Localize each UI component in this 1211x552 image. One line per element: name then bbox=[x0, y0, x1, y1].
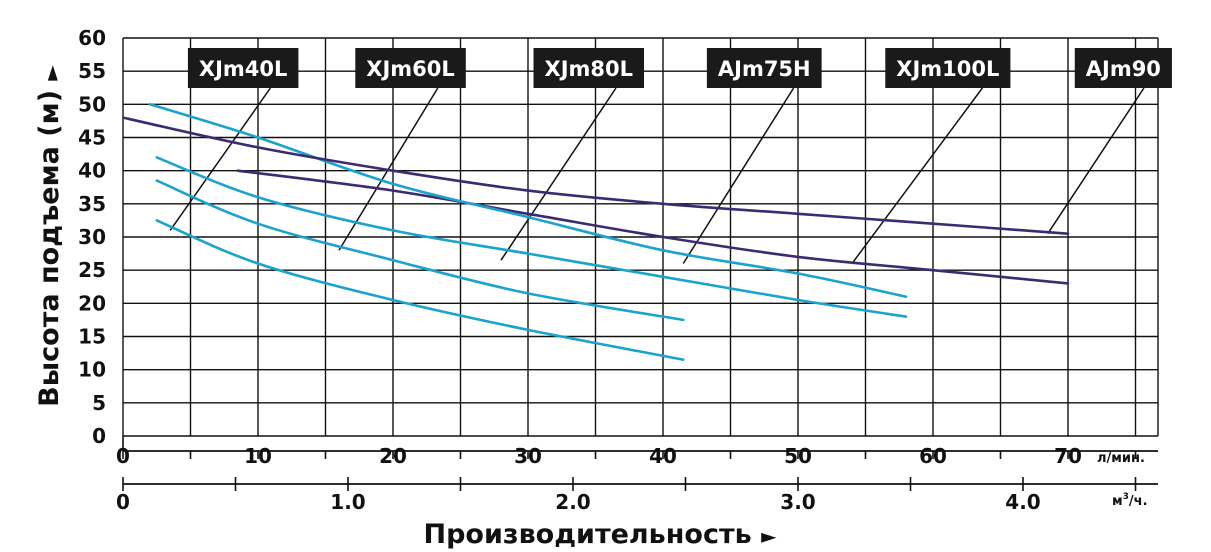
model-label-xjm100l: XJm100L bbox=[896, 57, 999, 81]
x-tick-label-cubic: 4.0 bbox=[1005, 490, 1040, 514]
pointer-line-xjm80l bbox=[500, 87, 617, 261]
x-tick-label-liters: 70 bbox=[1054, 444, 1082, 468]
curve-ajm90 bbox=[123, 116, 1070, 235]
model-label-ajm90: AJm90 bbox=[1086, 57, 1161, 81]
x-tick-label-liters: 40 bbox=[649, 444, 677, 468]
model-label-box bbox=[533, 48, 644, 88]
x-axis-liters-per-minute: 0 10 20 30 40 50 60 70 л/мин. bbox=[116, 436, 1158, 468]
model-label-xjm40l: XJm40L bbox=[199, 57, 288, 81]
model-label-ajm75h: AJm75H bbox=[718, 57, 811, 81]
x-tick-label-liters: 50 bbox=[784, 444, 812, 468]
x-axis-unit-cubic: м3/ч. bbox=[1112, 492, 1148, 509]
x-tick-label-cubic: 1.0 bbox=[330, 490, 365, 514]
y-tick-label: 0 bbox=[92, 424, 106, 448]
curve-xjm100l bbox=[148, 103, 908, 298]
y-axis-title: Высота подъема (м) ► bbox=[34, 65, 65, 407]
performance-curves bbox=[123, 103, 1070, 361]
curve-xjm60l bbox=[155, 179, 685, 322]
pointer-line-ajm90 bbox=[1047, 87, 1145, 235]
x-axis-cubic-meters-per-hour: 0 1.0 2.0 3.0 4.0 м3/ч. bbox=[116, 477, 1158, 514]
curve-ajm75h bbox=[236, 169, 1070, 285]
model-label-box bbox=[1074, 48, 1172, 88]
y-tick-label: 5 bbox=[92, 391, 106, 415]
x-tick-label-liters: 60 bbox=[919, 444, 947, 468]
pointer-line-xjm40l bbox=[169, 87, 272, 231]
model-label-box bbox=[355, 48, 466, 88]
x-tick-label-liters: 10 bbox=[244, 444, 272, 468]
curve-xjm40l bbox=[155, 219, 685, 361]
curve-xjm80l bbox=[155, 156, 908, 318]
y-axis: 0 5 10 15 20 25 30 35 40 45 50 55 60 bbox=[78, 26, 106, 448]
pointer-line-xjm100l bbox=[851, 87, 984, 264]
x-tick-label-cubic: 2.0 bbox=[555, 490, 590, 514]
model-label-box bbox=[187, 48, 299, 88]
y-tick-label: 25 bbox=[78, 258, 106, 282]
x-tick-label-cubic: 3.0 bbox=[780, 490, 815, 514]
x-tick-label-cubic: 0 bbox=[116, 490, 130, 514]
y-tick-label: 55 bbox=[78, 59, 106, 83]
model-label-box bbox=[885, 48, 1011, 88]
y-tick-label: 35 bbox=[78, 192, 106, 216]
x-tick-label-liters: 30 bbox=[514, 444, 542, 468]
y-tick-label: 60 bbox=[78, 26, 106, 50]
x-axis-unit-liters: л/мин. bbox=[1097, 451, 1145, 466]
y-tick-label: 45 bbox=[78, 126, 106, 150]
model-label-box bbox=[706, 48, 822, 88]
chart-grid bbox=[122, 37, 1159, 437]
x-axis-title: Производительность ► bbox=[424, 519, 778, 550]
x-tick-label-liters: 20 bbox=[379, 444, 407, 468]
y-tick-label: 20 bbox=[78, 291, 106, 315]
y-tick-label: 50 bbox=[78, 92, 106, 116]
model-label-xjm80l: XJm80L bbox=[545, 57, 634, 81]
model-labels: XJm40L XJm60L XJm80L AJm75H XJm100L AJm90 bbox=[187, 48, 1172, 88]
x-tick-label-liters: 0 bbox=[116, 444, 130, 468]
y-tick-label: 15 bbox=[78, 325, 106, 349]
y-tick-label: 30 bbox=[78, 225, 106, 249]
y-tick-label: 40 bbox=[78, 159, 106, 183]
y-tick-label: 10 bbox=[78, 358, 106, 382]
model-label-xjm60l: XJm60L bbox=[366, 57, 455, 81]
pointer-line-ajm75h bbox=[682, 87, 795, 264]
